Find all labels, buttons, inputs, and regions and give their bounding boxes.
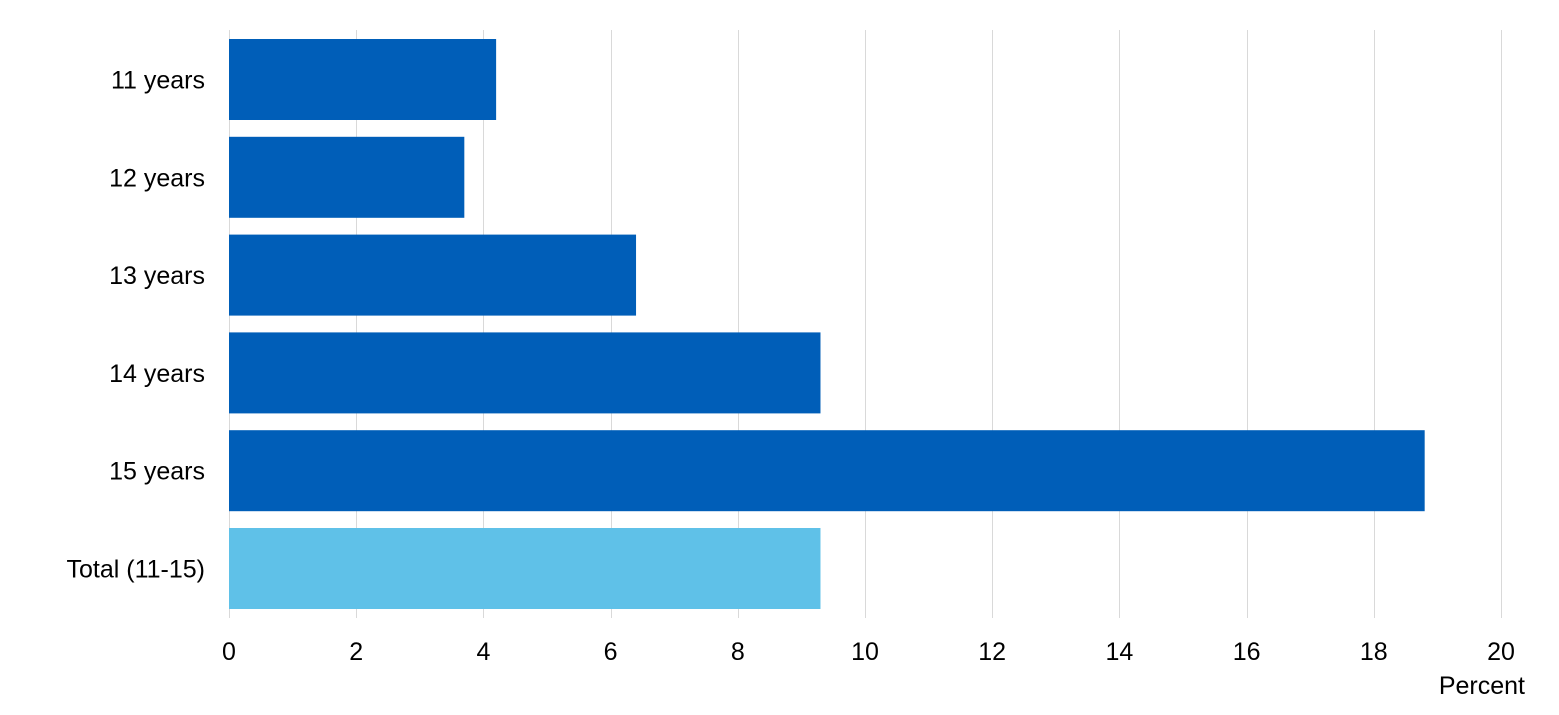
category-label: 15 years — [109, 458, 205, 486]
x-tick-label: 12 — [978, 638, 1006, 666]
bar-12-years — [229, 136, 465, 218]
category-label: 13 years — [109, 262, 205, 290]
x-tick-label: 4 — [476, 638, 490, 666]
x-tick-label: 2 — [349, 638, 363, 666]
x-tick-label: 16 — [1233, 638, 1261, 666]
gridlines — [229, 30, 1502, 618]
bar-15-years — [229, 430, 1425, 512]
x-tick-label: 6 — [604, 638, 618, 666]
x-tick-label: 10 — [851, 638, 879, 666]
category-label: 12 years — [109, 164, 205, 192]
bar-total-11-15 — [229, 528, 821, 609]
x-tick-label: 20 — [1487, 638, 1515, 666]
category-label: 14 years — [109, 360, 205, 388]
x-tick-label: 8 — [731, 638, 745, 666]
x-tick-labels: 0 2 4 6 8 10 12 14 16 18 20 — [222, 638, 1515, 666]
bar-14-years — [229, 332, 821, 414]
category-labels: 11 years 12 years 13 years 14 years 15 years… — [67, 67, 206, 584]
category-label: 11 years — [111, 67, 205, 95]
x-axis-title: Percent — [1439, 672, 1525, 700]
category-label: Total (11-15) — [67, 556, 206, 584]
x-tick-label: 14 — [1105, 638, 1133, 666]
bar-11-years — [229, 39, 497, 120]
bars — [229, 39, 1425, 609]
x-tick-label: 18 — [1360, 638, 1388, 666]
x-tick-label: 0 — [222, 638, 236, 666]
bar-13-years — [229, 234, 637, 316]
